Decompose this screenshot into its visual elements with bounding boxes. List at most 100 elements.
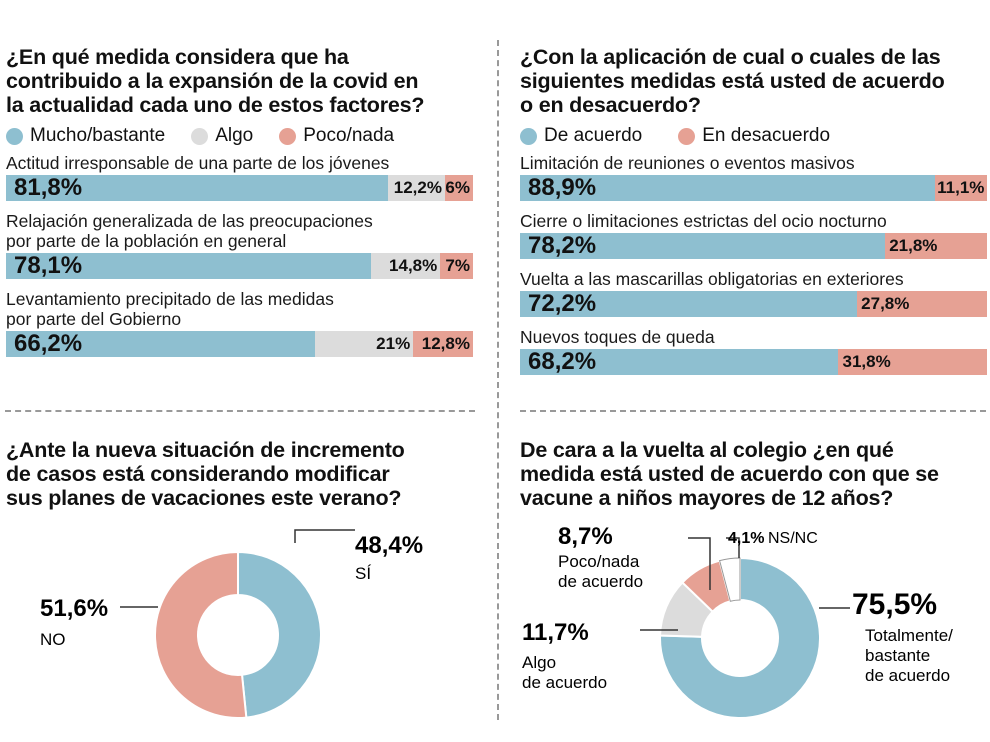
- vertical-divider: [497, 40, 499, 720]
- bar-segment-de-acuerdo: 88,9%: [520, 174, 936, 201]
- bar-value-label: 88,9%: [528, 174, 597, 201]
- bar-value-label: 7%: [445, 256, 470, 275]
- legend-item: Poco/nada: [279, 125, 394, 147]
- factors-legend: Mucho/bastante Algo Poco/nada: [6, 123, 476, 149]
- panel-vaccination: De cara a la vuelta al colegio ¿en qué m…: [520, 438, 990, 510]
- bar-segment-poco-nada: 12,8%: [413, 331, 473, 357]
- label-si-name: SÍ: [355, 564, 371, 583]
- legend-item: Mucho/bastante: [6, 125, 165, 147]
- bar-segment-de-acuerdo: 72,2%: [520, 290, 858, 317]
- bar-segment-en-desacuerdo: 27,8%: [857, 291, 987, 317]
- factor-row: Levantamiento precipitado de las medidas…: [6, 289, 476, 357]
- label-total-name: Totalmente/: [865, 626, 953, 645]
- measure-row: Cierre o limitaciones estrictas del ocio…: [520, 211, 990, 259]
- bar-value-label: 6%: [445, 178, 470, 197]
- stacked-bar: 88,9% 11,1%: [520, 175, 987, 201]
- legend-dot-blue: [6, 127, 23, 145]
- legend-item: De acuerdo: [520, 125, 642, 147]
- row-label: Limitación de reuniones o eventos masivo…: [520, 153, 855, 173]
- donut-slice-si: [237, 550, 322, 719]
- leader-line-ns: [726, 537, 740, 558]
- bar-segment-algo: 14,8%: [371, 253, 441, 279]
- bar-segment-en-desacuerdo: 11,1%: [935, 175, 987, 201]
- label-algo-name: Algo: [522, 653, 556, 672]
- bar-value-label: 78,1%: [14, 252, 83, 279]
- title-line: la actualidad cada uno de estos factores…: [6, 93, 425, 117]
- horizontal-divider-right: [520, 410, 986, 412]
- label-algo-value: 11,7%: [522, 619, 589, 646]
- factors-title: ¿En qué medida considera que ha contribu…: [6, 45, 476, 117]
- title-line: contribuido a la expansión de la covid e…: [6, 69, 419, 93]
- bar-segment-mucho-bastante: 81,8%: [6, 175, 388, 201]
- title-line: de casos está considerando modificar: [6, 462, 390, 486]
- donut-slice-nsnc: [719, 557, 741, 602]
- measure-row: Nuevos toques de queda 68,2% 31,8%: [520, 327, 990, 375]
- row-label: Relajación generalizada de las preocupac…: [6, 211, 373, 251]
- measure-row: Vuelta a las mascarillas obligatorias en…: [520, 269, 990, 317]
- label-total-value: 75,5%: [852, 588, 937, 621]
- donut-slice-totalmente: [659, 556, 821, 719]
- row-label: Nuevos toques de queda: [520, 327, 715, 347]
- bar-value-label: 11,1%: [937, 178, 985, 197]
- label-poco-name: Poco/nada: [558, 552, 640, 571]
- bar-value-label: 21,8%: [889, 236, 938, 255]
- bar-value-label: 27,8%: [861, 294, 910, 313]
- vaccination-title: De cara a la vuelta al colegio ¿en qué m…: [520, 438, 990, 510]
- bar-segment-de-acuerdo: 78,2%: [520, 233, 886, 259]
- panel-factors: ¿En qué medida considera que ha contribu…: [6, 45, 476, 357]
- legend-dot-grey: [191, 127, 209, 145]
- legend-label: De acuerdo: [544, 125, 643, 146]
- title-line: ¿En qué medida considera que ha: [6, 45, 349, 69]
- bar-segment-mucho-bastante: 78,1%: [6, 252, 372, 279]
- stacked-bar: 78,2% 21,8%: [520, 233, 987, 259]
- legend-dot-blue: [520, 127, 537, 145]
- bar-segment-de-acuerdo: 68,2%: [520, 348, 839, 375]
- measure-row: Limitación de reuniones o eventos masivo…: [520, 153, 990, 201]
- label-total-name: bastante: [865, 646, 930, 665]
- title-line: ¿Con la aplicación de cual o cuales de l…: [520, 45, 941, 69]
- label-no-value: 51,6%: [40, 595, 108, 622]
- bar-value-label: 68,2%: [528, 348, 597, 375]
- row-label: Levantamiento precipitado de las medidas…: [6, 289, 334, 329]
- bar-segment-mucho-bastante: 66,2%: [6, 331, 316, 357]
- legend-item: En desacuerdo: [678, 125, 830, 147]
- stacked-bar: 78,1% 14,8% 7%: [6, 253, 473, 279]
- measures-legend: De acuerdo En desacuerdo: [520, 123, 990, 149]
- bar-value-label: 21%: [376, 334, 411, 353]
- row-label: Cierre o limitaciones estrictas del ocio…: [520, 211, 887, 231]
- bar-value-label: 72,2%: [528, 290, 597, 317]
- factor-row: Relajación generalizada de las preocupac…: [6, 211, 476, 279]
- legend-label: Mucho/bastante: [30, 125, 166, 146]
- stacked-bar: 68,2% 31,8%: [520, 349, 987, 375]
- bar-segment-en-desacuerdo: 31,8%: [838, 349, 987, 375]
- legend-label: Algo: [215, 125, 254, 146]
- factors-bars: Actitud irresponsable de una parte de lo…: [6, 153, 476, 357]
- title-line: ¿Ante la nueva situación de incremento: [6, 438, 405, 462]
- factor-row: Actitud irresponsable de una parte de lo…: [6, 153, 476, 201]
- legend-dot-salmon: [678, 127, 696, 145]
- measures-bars: Limitación de reuniones o eventos masivo…: [520, 153, 990, 375]
- panel-measures: ¿Con la aplicación de cual o cuales de l…: [520, 45, 990, 375]
- legend-dot-salmon: [279, 127, 297, 145]
- label-ns-name: NS/NC: [768, 530, 818, 547]
- bar-segment-poco-nada: 6%: [444, 175, 473, 201]
- horizontal-divider-left: [5, 410, 475, 412]
- title-line: medida está usted de acuerdo con que se: [520, 462, 939, 486]
- stacked-bar: 66,2% 21% 12,8%: [6, 331, 473, 357]
- bar-segment-algo: 12,2%: [388, 175, 445, 201]
- title-line: sus planes de vacaciones este verano?: [6, 486, 402, 510]
- legend-label: En desacuerdo: [702, 125, 831, 146]
- row-label: Actitud irresponsable de una parte de lo…: [6, 153, 390, 173]
- bar-value-label: 12,8%: [421, 334, 470, 353]
- legend-label: Poco/nada: [303, 125, 395, 146]
- panel-vacations: ¿Ante la nueva situación de incremento d…: [6, 438, 476, 510]
- bar-value-label: 12,2%: [393, 178, 442, 197]
- measures-title: ¿Con la aplicación de cual o cuales de l…: [520, 45, 990, 117]
- label-ns-value: 4,1%: [728, 530, 764, 547]
- bar-segment-poco-nada: 7%: [440, 253, 473, 279]
- title-line: De cara a la vuelta al colegio ¿en qué: [520, 438, 894, 462]
- label-algo-name: de acuerdo: [522, 673, 607, 692]
- label-poco-name: de acuerdo: [558, 572, 643, 591]
- bar-value-label: 14,8%: [389, 256, 438, 275]
- bar-segment-algo: 21%: [315, 331, 414, 357]
